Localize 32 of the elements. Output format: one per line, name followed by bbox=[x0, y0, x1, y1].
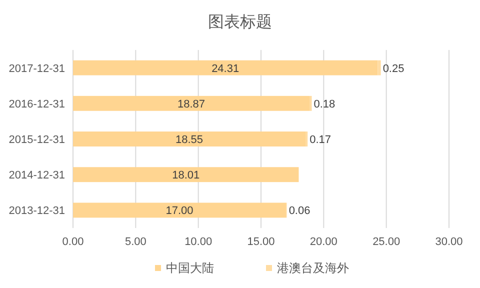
y-tick-label: 2013-12-31 bbox=[8, 205, 65, 218]
y-tick-label: 2015-12-31 bbox=[8, 134, 65, 146]
x-tick-label: 0.00 bbox=[62, 236, 84, 248]
y-tick-label: 2017-12-31 bbox=[8, 62, 65, 75]
legend-item: 中国大陆 bbox=[155, 261, 214, 275]
x-tick-label: 15.00 bbox=[247, 236, 275, 248]
chart-title: 图表标题 bbox=[208, 13, 272, 31]
data-label: 0.17 bbox=[310, 134, 332, 146]
bar bbox=[73, 202, 286, 218]
bar bbox=[305, 132, 308, 146]
bar bbox=[73, 132, 306, 146]
data-label: 0.25 bbox=[382, 62, 404, 75]
data-label: 18.01 bbox=[172, 170, 200, 182]
bar bbox=[73, 60, 378, 76]
legend-label: 中国大陆 bbox=[166, 261, 214, 275]
bar bbox=[73, 167, 299, 182]
x-tick-label: 20.00 bbox=[310, 236, 338, 248]
data-label: 24.31 bbox=[212, 62, 240, 75]
x-tick-label: 5.00 bbox=[124, 236, 146, 248]
y-tick-label: 2014-12-31 bbox=[8, 170, 65, 182]
data-label: 18.55 bbox=[175, 134, 204, 146]
x-tick-label: 10.00 bbox=[184, 236, 212, 248]
data-label: 0.18 bbox=[314, 98, 336, 110]
legend-item: 港澳台及海外 bbox=[266, 261, 349, 275]
x-tick-label: 30.00 bbox=[435, 236, 463, 248]
x-tick-label: 25.00 bbox=[372, 236, 400, 248]
data-label: 0.06 bbox=[288, 205, 310, 218]
bar bbox=[73, 96, 310, 111]
bar bbox=[378, 60, 381, 76]
data-label: 17.00 bbox=[166, 205, 194, 218]
data-label: 18.87 bbox=[177, 98, 206, 110]
y-tick-label: 2016-12-31 bbox=[8, 98, 65, 110]
